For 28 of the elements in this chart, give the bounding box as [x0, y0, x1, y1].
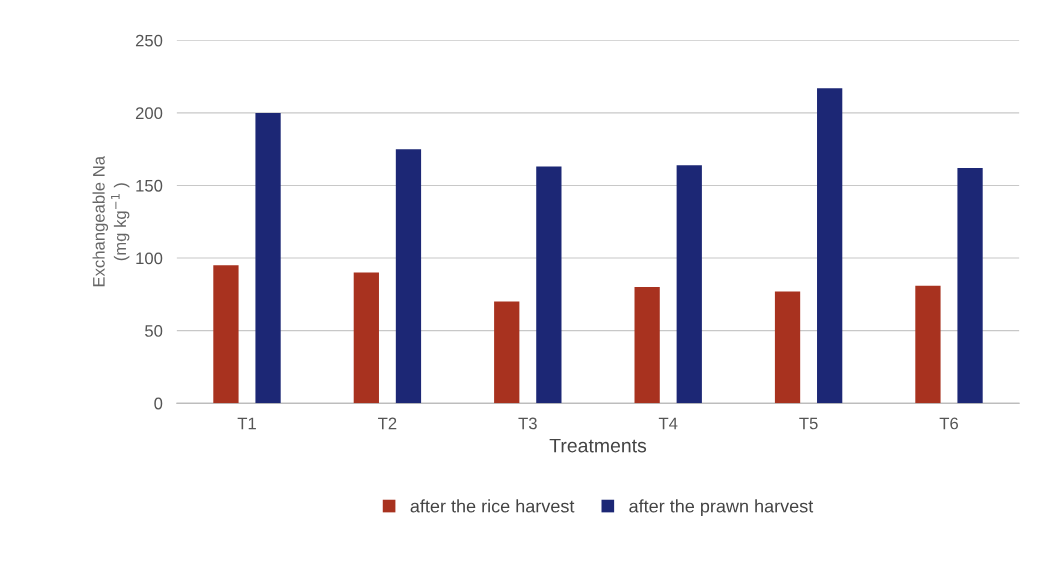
bar: [915, 285, 941, 404]
x-tick-label: T5: [799, 417, 818, 430]
bar: [255, 112, 281, 404]
y-tick-label: 100: [136, 252, 163, 265]
x-tick-label: T2: [378, 417, 397, 430]
y-axis-title: Exchangeable Na (mg kg$^{−1}$ ): [92, 155, 130, 287]
y-tick-label: 150: [136, 179, 163, 192]
x-tick-label: T6: [939, 417, 958, 430]
x-tick-label: T3: [518, 417, 537, 430]
bar: [676, 165, 702, 404]
bar: [634, 287, 660, 404]
bar: [494, 301, 520, 404]
y-tick-label: 0: [154, 397, 163, 410]
y-tick-label: 250: [135, 34, 163, 47]
y-tick-label: 50: [145, 325, 163, 337]
y-tick-label: 200: [135, 107, 163, 120]
bar: [774, 291, 801, 404]
legend-label: after the prawn harvest: [629, 499, 814, 517]
bar: [213, 265, 239, 404]
x-tick-label: T1: [237, 417, 256, 430]
x-tick-label: T4: [658, 417, 678, 430]
bar: [353, 272, 379, 404]
legend-label: after the rice harvest: [410, 499, 575, 513]
bar: [395, 149, 422, 404]
bar: [817, 88, 843, 404]
x-axis-title: Treatments: [549, 438, 647, 453]
bar: [536, 166, 562, 404]
bar: [957, 168, 983, 404]
